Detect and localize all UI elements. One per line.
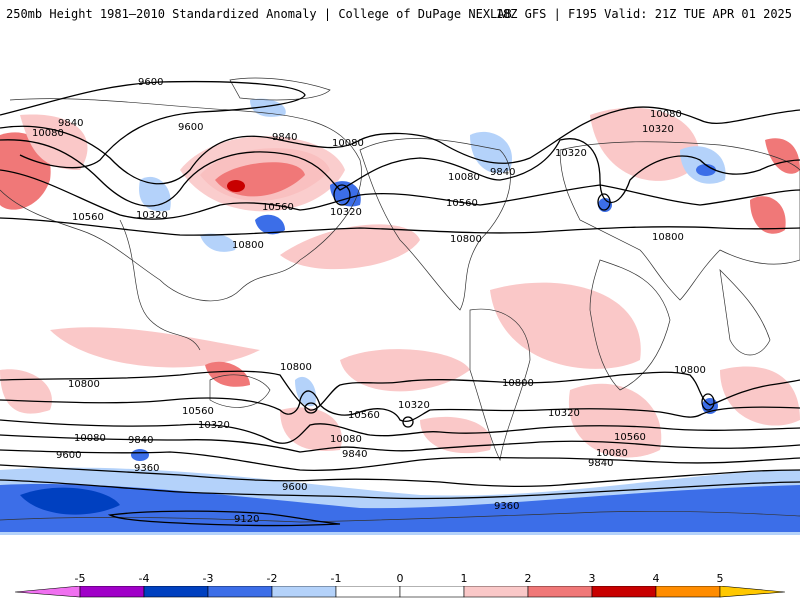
contour-label: 10560 xyxy=(182,406,214,417)
contour-label: 10560 xyxy=(446,198,478,209)
contour-label: 9840 xyxy=(128,435,153,446)
contour-label: 10800 xyxy=(280,362,312,373)
colorbar-bin xyxy=(143,586,209,598)
colorbar-tick-label: 2 xyxy=(524,572,532,585)
colorbar-tick-label: 5 xyxy=(716,572,724,585)
colorbar-arrow-left xyxy=(14,586,81,598)
contour-label: 9840 xyxy=(58,118,83,129)
negative-anomalies xyxy=(0,98,800,535)
colorbar-arrow-right xyxy=(719,586,786,598)
colorbar-tick-label: 3 xyxy=(588,572,596,585)
contour-label: 10320 xyxy=(642,124,674,135)
map-svg: 9600 9600 9840 10080 9840 10080 10320 10… xyxy=(0,77,800,535)
model-run-info: 18Z GFS | F195 Valid: 21Z TUE APR 01 202… xyxy=(495,7,792,21)
colorbar-bin xyxy=(271,586,337,598)
contour-label: 10800 xyxy=(652,232,684,243)
contour-label: 10560 xyxy=(72,212,104,223)
contour-label: 10320 xyxy=(136,210,168,221)
colorbar-tick-label: -2 xyxy=(266,572,278,585)
colorbar-bin xyxy=(655,586,721,598)
contour-label: 10080 xyxy=(332,138,364,149)
land-outlines xyxy=(0,77,800,523)
contour-label: 10080 xyxy=(330,434,362,445)
positive-anomalies xyxy=(0,107,800,458)
colorbar-tick-label: -3 xyxy=(202,572,214,585)
contour-label: 9600 xyxy=(282,482,307,493)
contour-label: 9840 xyxy=(588,458,613,469)
contour-label: 10560 xyxy=(614,432,646,443)
contour-label: 10080 xyxy=(32,128,64,139)
map-title: 250mb Height 1981–2010 Standardized Anom… xyxy=(6,7,512,21)
contour-label: 9600 xyxy=(56,450,81,461)
colorbar-bin xyxy=(79,586,145,598)
contour-label: 9840 xyxy=(342,449,367,460)
contour-label: 9120 xyxy=(234,514,259,525)
contour-label: 9840 xyxy=(490,167,515,178)
header: 250mb Height 1981–2010 Standardized Anom… xyxy=(0,0,800,40)
colorbar-bin xyxy=(335,586,401,598)
colorbar-tick-label: 4 xyxy=(652,572,660,585)
contour-label: 10080 xyxy=(448,172,480,183)
contour-label: 10080 xyxy=(596,448,628,459)
contour-label: 9600 xyxy=(138,77,163,88)
colorbar-bin xyxy=(207,586,273,598)
contour-label: 10320 xyxy=(555,148,587,159)
height-contours xyxy=(0,80,800,527)
colorbar-bin xyxy=(591,586,657,598)
colorbar: -5 -4 -3 -2 -1 0 1 2 3 4 5 xyxy=(0,570,800,600)
contour-labels: 9600 9600 9840 10080 9840 10080 10320 10… xyxy=(32,77,706,525)
colorbar-svg xyxy=(14,586,786,598)
colorbar-tick-label: -1 xyxy=(330,572,342,585)
anomaly-map[interactable]: 9600 9600 9840 10080 9840 10080 10320 10… xyxy=(0,40,800,558)
colorbar-bin xyxy=(527,586,593,598)
contour-label: 10320 xyxy=(548,408,580,419)
contour-label: 10080 xyxy=(650,109,682,120)
contour-label: 10800 xyxy=(232,240,264,251)
contour-label: 10320 xyxy=(198,420,230,431)
contour-label: 10560 xyxy=(262,202,294,213)
colorbar-tick-label: -5 xyxy=(74,572,86,585)
contour-label: 10320 xyxy=(398,400,430,411)
colorbar-tick-label: 0 xyxy=(396,572,404,585)
colorbar-bin xyxy=(463,586,529,598)
contour-label: 10800 xyxy=(450,234,482,245)
contour-label: 9360 xyxy=(134,463,159,474)
contour-label: 10080 xyxy=(74,433,106,444)
contour-label: 10560 xyxy=(348,410,380,421)
contour-label: 9600 xyxy=(178,122,203,133)
contour-label: 9360 xyxy=(494,501,519,512)
contour-label: 10800 xyxy=(674,365,706,376)
colorbar-tick-label: 1 xyxy=(460,572,468,585)
contour-label: 10320 xyxy=(330,207,362,218)
colorbar-tick-label: -4 xyxy=(138,572,150,585)
contour-label: 9840 xyxy=(272,132,297,143)
colorbar-bin xyxy=(399,586,465,598)
contour-label: 10800 xyxy=(502,378,534,389)
contour-label: 10800 xyxy=(68,379,100,390)
